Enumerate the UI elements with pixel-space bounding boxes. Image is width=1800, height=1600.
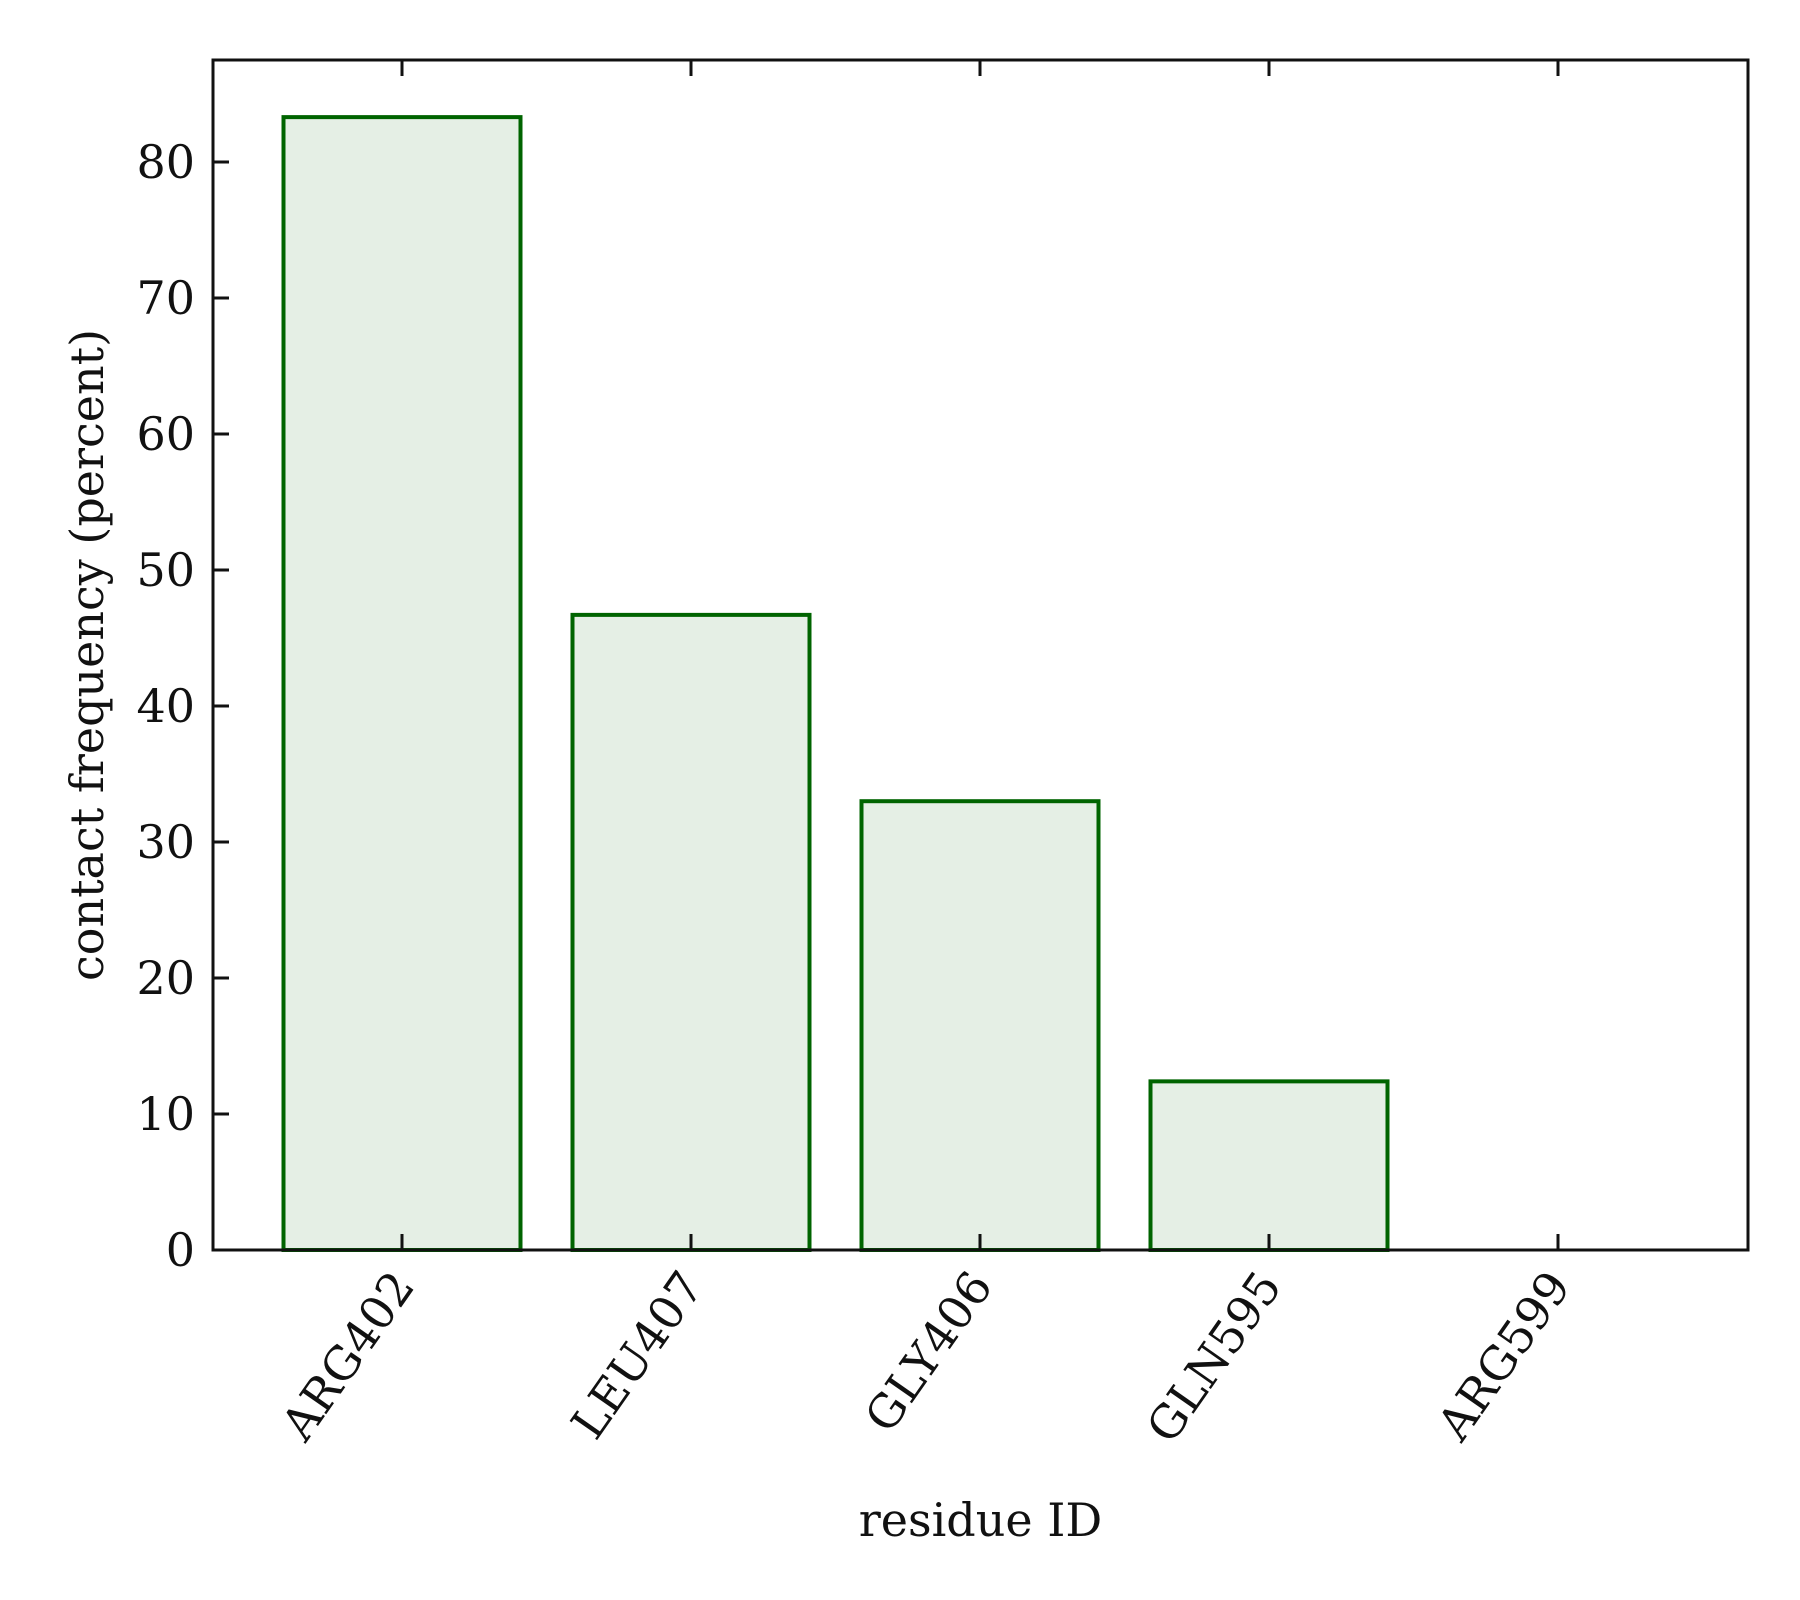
bar-gln595 (1148, 1079, 1390, 1252)
y-tick-label: 60 (136, 407, 195, 461)
x-tick-label: LEU407 (560, 1261, 714, 1448)
x-tick-label: GLY406 (854, 1261, 1003, 1441)
y-tick-label: 10 (136, 1087, 195, 1141)
x-tick-label: ARG599 (1426, 1261, 1581, 1450)
bar-gly406 (859, 799, 1101, 1252)
y-tick-label: 70 (136, 271, 195, 325)
y-tick-label: 40 (136, 679, 195, 733)
x-tick-label: ARG402 (270, 1261, 425, 1450)
x-tick-label: GLN595 (1136, 1261, 1292, 1452)
y-tick-label: 30 (136, 815, 195, 869)
y-tick-label: 80 (136, 135, 195, 189)
x-tick-labels: ARG402 LEU407 GLY406 GLN595 ARG599 (270, 1261, 1581, 1452)
y-tick-labels: 0 10 20 30 40 50 60 70 80 (136, 135, 195, 1277)
bars-group (281, 115, 1390, 1253)
y-axis-label: contact frequency (percent) (60, 329, 114, 981)
plot-frame (211, 58, 1750, 1252)
y-tick-label: 50 (136, 543, 195, 597)
bar-arg402 (281, 115, 523, 1253)
y-tick-label: 0 (166, 1223, 195, 1277)
x-axis-label: residue ID (859, 1493, 1103, 1547)
y-tick-label: 20 (136, 951, 195, 1005)
bar-leu407 (570, 612, 812, 1252)
